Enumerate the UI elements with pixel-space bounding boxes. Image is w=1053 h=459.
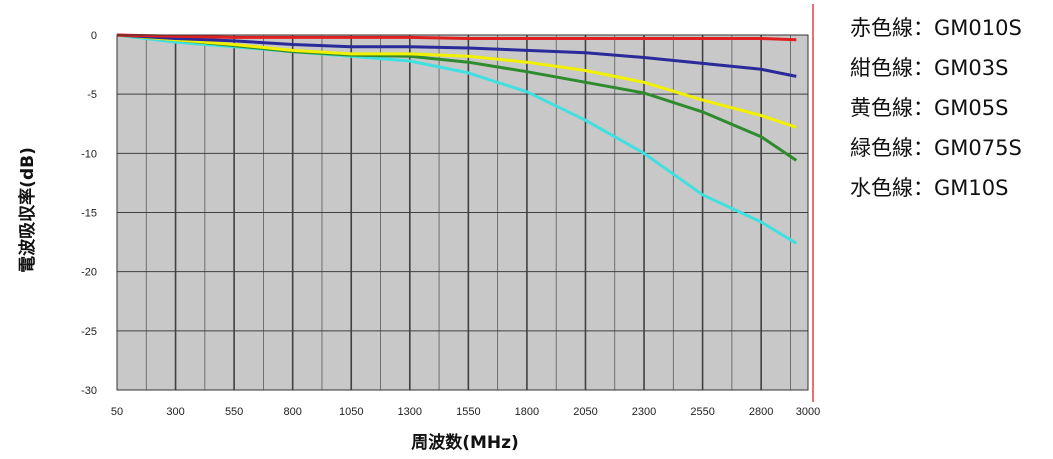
x-tick-label: 1050 xyxy=(339,406,363,418)
x-tick-label: 2050 xyxy=(573,406,597,418)
series-layer xyxy=(116,33,798,245)
x-axis-title: 周波数(MHz) xyxy=(411,432,519,453)
x-tick-label: 2550 xyxy=(690,406,714,418)
y-tick-label: -15 xyxy=(81,208,97,220)
y-tick-label: 0 xyxy=(91,30,97,42)
legend: 赤色線：GM010S 紺色線：GM03S 黄色線：GM05S 緑色線：GM075… xyxy=(850,8,1022,208)
y-tick-label: -20 xyxy=(81,267,97,279)
x-tick-label: 1550 xyxy=(456,406,480,418)
x-tick-label: 550 xyxy=(225,406,243,418)
series-line xyxy=(116,33,797,78)
legend-item-yellow: 黄色線：GM05S xyxy=(850,96,1009,120)
legend-item-red: 赤色線：GM010S xyxy=(850,16,1022,40)
x-tick-label: 2300 xyxy=(632,406,656,418)
x-tick-label: 3000 xyxy=(796,406,820,418)
y-tick-label: -5 xyxy=(87,89,97,101)
grid xyxy=(117,35,808,390)
x-tick-labels: 50 300 550 800 1050 1300 1550 1800 2050 2300 2550 2… xyxy=(111,406,820,418)
series-line xyxy=(116,33,797,129)
y-tick-label: -30 xyxy=(81,385,97,397)
y-tick-label: -10 xyxy=(81,148,97,160)
series-line xyxy=(116,33,797,42)
legend-item-navy: 紺色線：GM03S xyxy=(850,56,1009,80)
legend-item-green: 緑色線：GM075S xyxy=(850,136,1022,160)
y-tick-labels: 0 -5 -10 -15 -20 -25 -30 xyxy=(81,30,97,397)
x-tick-label: 2800 xyxy=(749,406,773,418)
y-tick-label: -25 xyxy=(81,326,97,338)
x-tick-label: 300 xyxy=(166,406,184,418)
legend-item-cyan: 水色線：GM10S xyxy=(850,176,1009,200)
plot-frame xyxy=(116,34,809,391)
y-axis-title: 電波吸収率(dB) xyxy=(17,147,38,273)
x-tick-label: 800 xyxy=(283,406,301,418)
x-tick-label: 1300 xyxy=(398,406,422,418)
x-tick-label: 50 xyxy=(111,406,123,418)
x-tick-label: 1800 xyxy=(515,406,539,418)
